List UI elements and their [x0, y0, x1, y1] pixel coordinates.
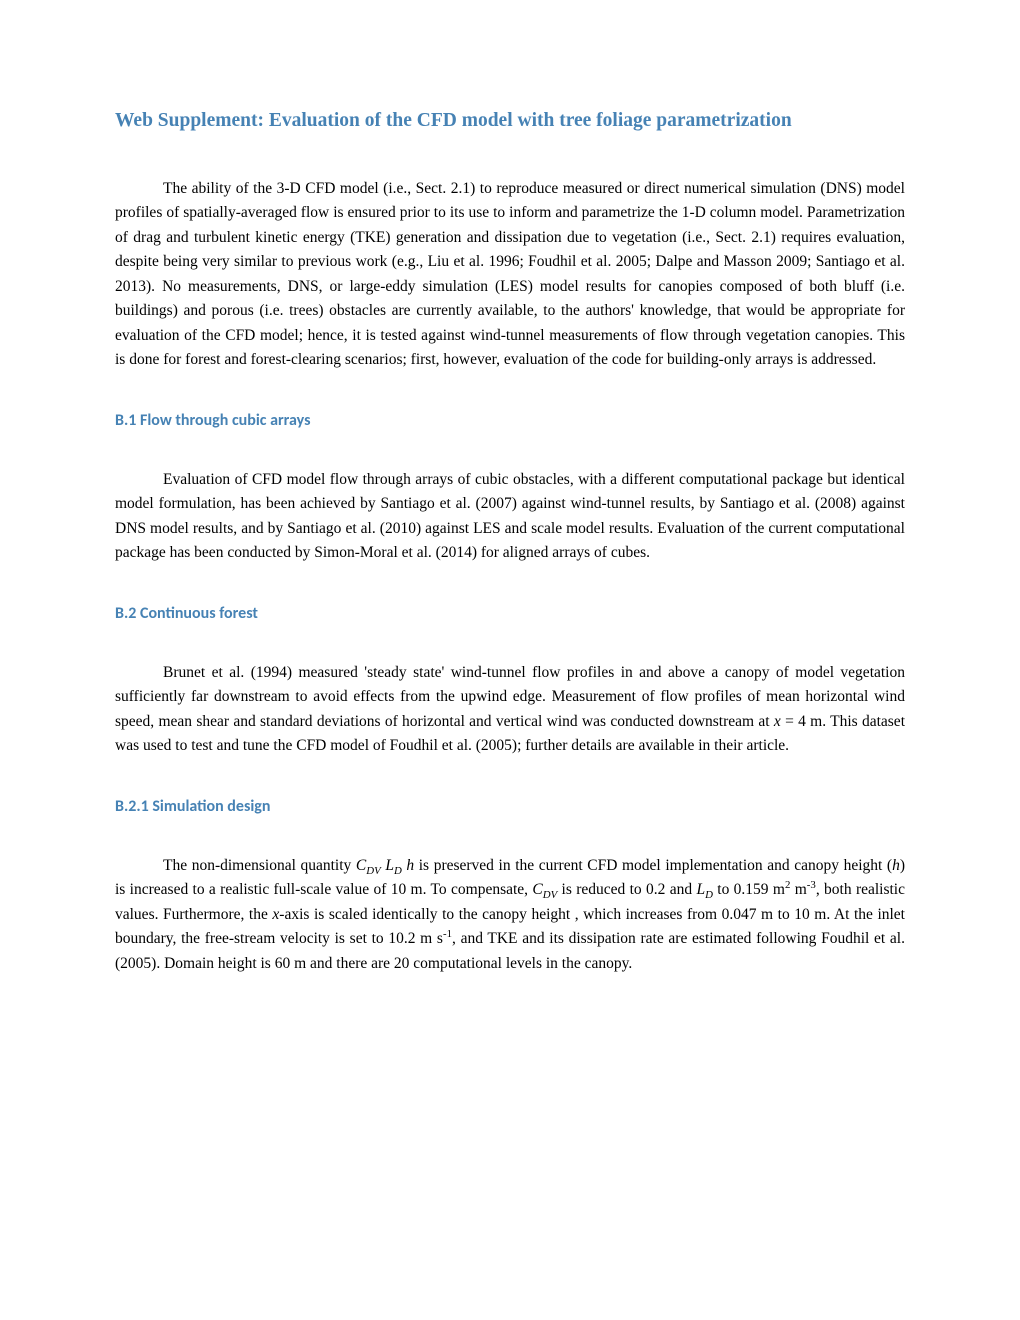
section-b21-title: B.2.1 Simulation design: [115, 797, 905, 816]
section-b1-paragraph: Evaluation of CFD model flow through arr…: [115, 468, 905, 566]
b21-ld2: L: [696, 881, 705, 898]
b21-cdv2: C: [532, 881, 542, 898]
b21-p8: m: [790, 881, 806, 898]
b21-cdv2-sub: DV: [543, 889, 557, 901]
b21-ld2-sub: D: [705, 889, 713, 901]
b21-p4: is preserved in the current CFD model im…: [414, 857, 892, 874]
b21-ld1: L: [385, 857, 394, 874]
section-b21-paragraph: The non-dimensional quantity CDV LD h is…: [115, 854, 905, 976]
b21-p1: The non-dimensional quantity: [163, 857, 356, 874]
b21-cdv1-sub: DV: [366, 865, 380, 877]
b21-sup2: -3: [807, 879, 816, 891]
b21-p6: is reduced to 0.2 and: [557, 881, 696, 898]
intro-paragraph: The ability of the 3-D CFD model (i.e., …: [115, 177, 905, 373]
b21-sup3: -1: [443, 928, 452, 940]
section-b2-paragraph: Brunet et al. (1994) measured 'steady st…: [115, 661, 905, 759]
b21-ld1-sub: D: [394, 865, 402, 877]
b21-cdv1: C: [356, 857, 366, 874]
b21-h1: h: [406, 857, 414, 874]
b2-x-var: x: [774, 713, 781, 730]
b21-h2: h: [892, 857, 900, 874]
page-title: Web Supplement: Evaluation of the CFD mo…: [115, 110, 905, 132]
b21-p7: to 0.159 m: [713, 881, 785, 898]
section-b2-title: B.2 Continuous forest: [115, 604, 905, 623]
section-b1-title: B.1 Flow through cubic arrays: [115, 411, 905, 430]
